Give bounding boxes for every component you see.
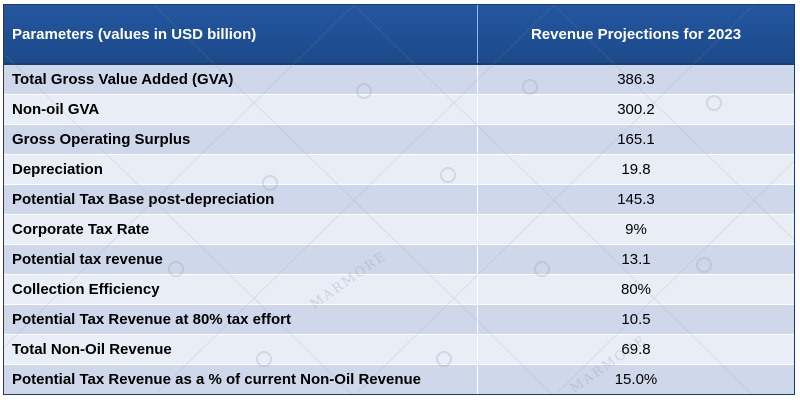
table-row: Depreciation 19.8 <box>4 155 794 185</box>
row-parameter: Gross Operating Surplus <box>4 125 478 154</box>
table-header: Parameters (values in USD billion) Reven… <box>4 5 794 65</box>
table-row: Total Gross Value Added (GVA) 386.3 <box>4 65 794 95</box>
row-value: 15.0% <box>614 371 658 388</box>
row-value: 13.1 <box>621 251 651 268</box>
row-value: 9% <box>625 221 647 238</box>
header-revenue-projections: Revenue Projections for 2023 <box>530 25 742 43</box>
row-parameter: Collection Efficiency <box>4 275 478 304</box>
row-value: 69.8 <box>621 341 651 358</box>
row-value: 386.3 <box>617 71 655 88</box>
table-row: Corporate Tax Rate 9% <box>4 215 794 245</box>
row-parameter: Corporate Tax Rate <box>4 215 478 244</box>
row-parameter: Potential tax revenue <box>4 245 478 274</box>
table-row: Gross Operating Surplus 165.1 <box>4 125 794 155</box>
row-value: 80% <box>620 281 652 298</box>
row-value: 145.3 <box>617 191 655 208</box>
table-row: Potential Tax Revenue at 80% tax effort … <box>4 305 794 335</box>
row-parameter: Total Gross Value Added (GVA) <box>4 65 478 94</box>
row-parameter: Non-oil GVA <box>4 95 478 124</box>
row-parameter: Potential Tax Base post-depreciation <box>4 185 478 214</box>
row-value: 165.1 <box>617 131 655 148</box>
table-row: Potential tax revenue 13.1 <box>4 245 794 275</box>
data-table: Parameters (values in USD billion) Reven… <box>3 4 795 395</box>
table-row: Potential Tax Base post-depreciation 145… <box>4 185 794 215</box>
table-row: Collection Efficiency 80% <box>4 275 794 305</box>
row-parameter: Potential Tax Revenue at 80% tax effort <box>4 305 478 334</box>
row-parameter: Potential Tax Revenue as a % of current … <box>4 365 478 394</box>
row-value: 19.8 <box>621 161 651 178</box>
header-parameters: Parameters (values in USD billion) <box>4 5 478 63</box>
table-row: Non-oil GVA 300.2 <box>4 95 794 125</box>
table-row: Potential Tax Revenue as a % of current … <box>4 365 794 394</box>
row-parameter: Depreciation <box>4 155 478 184</box>
row-value: 10.5 <box>621 311 651 328</box>
row-parameter: Total Non-Oil Revenue <box>4 335 478 364</box>
table-row: Total Non-Oil Revenue 69.8 <box>4 335 794 365</box>
table-body: Total Gross Value Added (GVA) 386.3 Non-… <box>4 65 794 394</box>
row-value: 300.2 <box>617 101 655 118</box>
